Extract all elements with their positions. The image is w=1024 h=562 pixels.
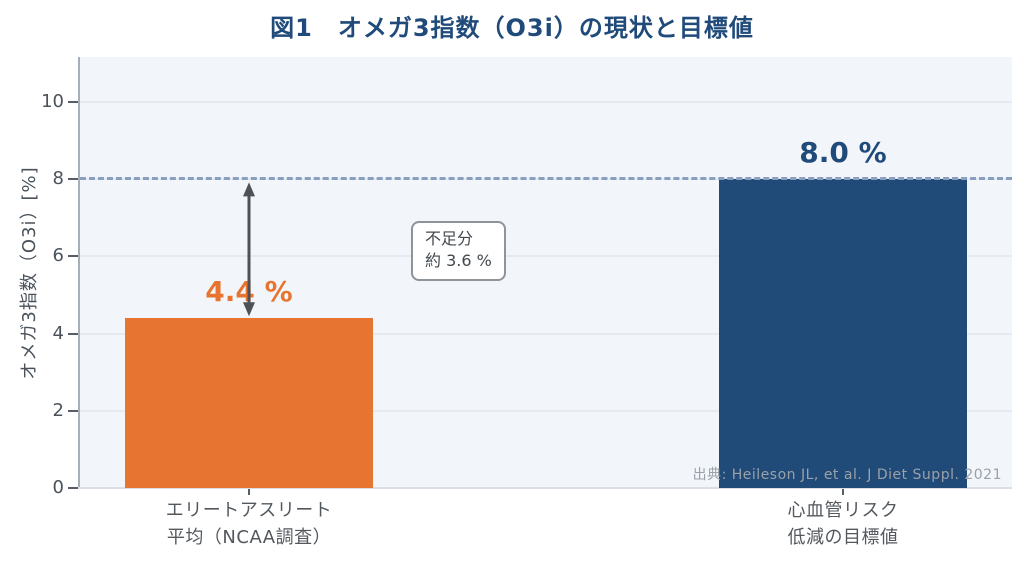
x-tick-label: 心血管リスク 低減の目標値 [683, 497, 1003, 551]
y-tick-label: 8 [52, 168, 64, 190]
x-tick-mark [248, 489, 250, 495]
x-tick-mark [842, 489, 844, 495]
gridline [80, 332, 1012, 335]
y-axis-line [78, 57, 80, 488]
x-axis-line [78, 487, 1012, 489]
y-tick-mark [68, 332, 78, 335]
bar-value-label: 8.0 % [799, 136, 887, 170]
source-citation: 出典: Heileson JL, et al. J Diet Suppl. 20… [692, 467, 1002, 483]
chart-title: 図1 オメガ3指数（O3i）の現状と目標値 [270, 14, 754, 42]
gap-annotation-line1: 不足分 [425, 229, 474, 248]
x-tick-label-line: 心血管リスク [787, 500, 899, 521]
y-tick-mark [68, 178, 78, 181]
y-tick-mark [68, 409, 78, 412]
bar-value-label: 4.4 % [205, 275, 293, 309]
gridline [80, 409, 1012, 412]
x-tick-label-line: 平均（NCAA調査） [166, 527, 332, 548]
y-axis-label: オメガ3指数（O3i）[%] [19, 166, 40, 380]
y-tick-label: 0 [52, 477, 64, 498]
x-tick-label-line: エリートアスリート [165, 500, 333, 521]
x-tick-label-line: 低減の目標値 [787, 527, 899, 548]
gridline [80, 255, 1012, 258]
gap-annotation-line2: 約 3.6 % [425, 251, 492, 271]
y-tick-label: 10 [41, 91, 64, 113]
gap-annotation-box: 不足分 約 3.6 % [411, 221, 506, 281]
bar-0 [125, 318, 373, 488]
y-tick-mark [68, 487, 78, 489]
y-tick-label: 6 [52, 245, 64, 267]
gridline [80, 101, 1012, 104]
x-tick-label: エリートアスリート 平均（NCAA調査） [89, 497, 409, 551]
y-tick-mark [68, 101, 78, 104]
target-line [80, 177, 1012, 181]
y-tick-label: 4 [52, 322, 64, 344]
y-tick-label: 2 [52, 399, 64, 421]
bar-1 [719, 179, 967, 488]
y-tick-mark [68, 255, 78, 258]
